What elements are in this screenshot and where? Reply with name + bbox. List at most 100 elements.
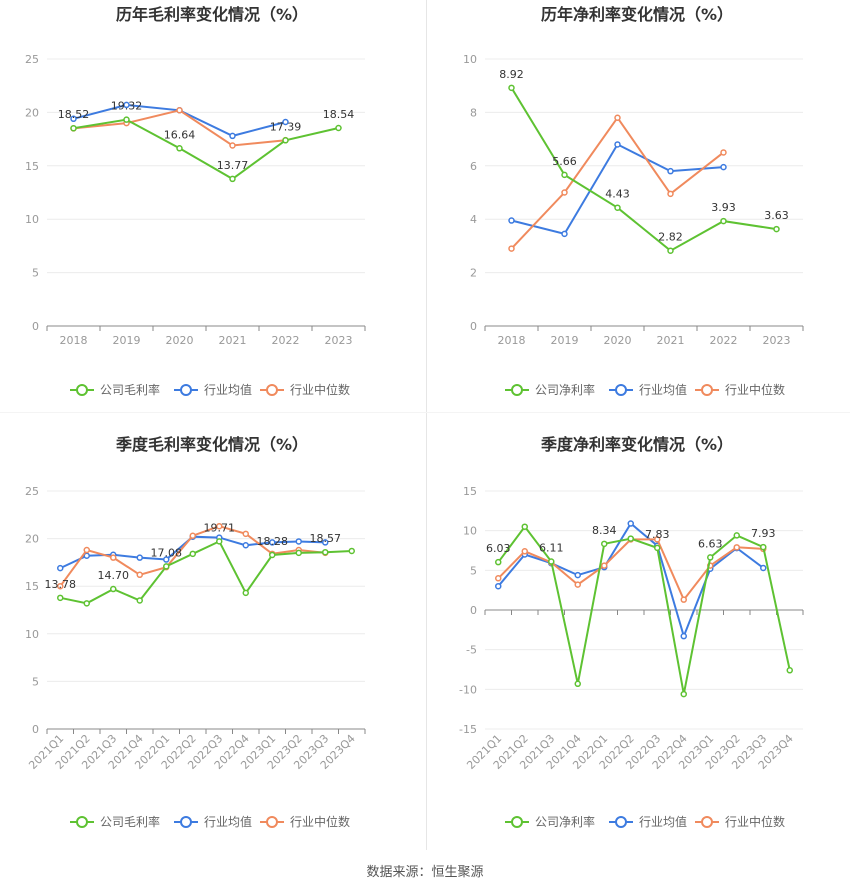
y-tick-label: -5 [466, 644, 477, 657]
y-tick-label: 0 [470, 604, 477, 617]
series-point [574, 581, 581, 588]
legend-marker-icon [701, 816, 713, 828]
data-label: 4.43 [605, 188, 630, 201]
series-point [322, 548, 329, 556]
series-point [110, 554, 117, 561]
legend-label: 行业中位数 [290, 814, 350, 829]
chart-panel-quarterly-gross: 季度毛利率变化情况（%） 0 5 10 15 20 25 2021Q1 2021Q2 2021Q3… [0, 430, 425, 860]
y-tick-label: 5 [470, 564, 477, 577]
data-label: 18.54 [323, 108, 355, 121]
horizontal-divider [0, 412, 850, 413]
series-point [242, 530, 249, 538]
series-point [733, 544, 740, 551]
legend-label: 公司毛利率 [100, 814, 160, 829]
x-tick-label: 2023 [763, 334, 791, 347]
y-tick-label: 15 [25, 160, 39, 173]
y-tick-label: 2 [470, 267, 477, 280]
series-point [627, 520, 634, 527]
series-point [269, 539, 276, 546]
series-point [707, 554, 714, 561]
series-point [654, 544, 661, 552]
data-label: 3.93 [711, 201, 736, 214]
data-label: 18.57 [310, 532, 342, 545]
series-point [561, 171, 568, 179]
series-point [136, 571, 143, 579]
series-point [295, 538, 302, 545]
x-tick-label: 2018 [60, 334, 88, 347]
series-point [216, 522, 223, 530]
legend-marker-icon [701, 384, 713, 396]
series-point [786, 667, 793, 674]
data-label: 6.03 [486, 542, 511, 555]
y-tick-label: 10 [25, 628, 39, 641]
series-point [189, 532, 196, 539]
series-point [627, 535, 634, 542]
chart-panel-annual-gross: 历年毛利率变化情况（%） 0 5 10 15 20 25 2018 2019 2020 2021 20… [0, 0, 425, 430]
series-point [521, 523, 528, 530]
y-tick-label: -10 [459, 683, 477, 696]
series-point [282, 118, 289, 126]
data-label: 3.63 [764, 209, 789, 222]
series-point [57, 582, 64, 590]
y-tick-label: 5 [32, 267, 39, 280]
series-point [123, 116, 130, 123]
legend-marker-icon [180, 384, 192, 396]
y-tick-label: 6 [470, 160, 477, 173]
chart-title: 季度毛利率变化情况（%） [115, 435, 308, 454]
series-point [680, 690, 687, 698]
legend-label: 公司净利率 [535, 814, 595, 829]
series-point [521, 548, 528, 555]
legend-marker-icon [615, 384, 627, 396]
series-point [508, 245, 515, 252]
series-point [495, 582, 502, 590]
series-point [760, 564, 767, 572]
legend-label: 公司毛利率 [100, 382, 160, 397]
legend-marker-icon [511, 384, 523, 396]
data-label: 6.11 [539, 542, 564, 555]
series-point [601, 540, 608, 548]
x-tick-label: 2022 [710, 334, 738, 347]
legend-marker-icon [180, 816, 192, 828]
series-point [83, 546, 90, 554]
data-label: 7.83 [645, 528, 670, 541]
y-tick-label: 8 [470, 106, 477, 119]
series-point [574, 571, 581, 579]
series-point [216, 538, 223, 545]
data-label: 8.34 [592, 524, 617, 537]
series-point [269, 551, 276, 559]
series-point [348, 547, 355, 555]
y-tick-label: 5 [32, 675, 39, 688]
legend-marker-icon [76, 384, 88, 396]
chart-annual-gross: 历年毛利率变化情况（%） 0 5 10 15 20 25 2018 2019 2020 2021 20… [25, 5, 366, 397]
series-point [57, 564, 64, 572]
series-point [614, 114, 621, 121]
data-label: 19.71 [204, 521, 236, 534]
series-point [176, 107, 183, 114]
legend-marker-icon [76, 816, 88, 828]
legend-label: 行业均值 [204, 814, 252, 829]
series-point [110, 585, 117, 593]
series-point [654, 536, 661, 543]
series-point [229, 132, 236, 140]
series-point [667, 167, 674, 175]
data-label: 16.64 [164, 128, 196, 141]
x-tick-label: 2019 [551, 334, 579, 347]
x-tick-label: 2019 [113, 334, 141, 347]
y-tick-label: 20 [25, 106, 39, 119]
chart-panel-quarterly-net: 季度净利率变化情况（%） -15 -10 -5 0 5 10 15 2021Q1 2021Q2 20… [425, 430, 850, 860]
series-point [680, 596, 687, 603]
data-label: 13.78 [45, 578, 77, 591]
legend-label: 行业均值 [639, 814, 687, 829]
x-tick-label: 2021 [219, 334, 247, 347]
y-tick-label: 10 [25, 213, 39, 226]
series-point [136, 597, 143, 604]
series-point [720, 163, 727, 171]
series-point [229, 175, 236, 183]
series-point [495, 575, 502, 582]
series-point [667, 247, 674, 254]
series-line [497, 525, 791, 695]
data-label: 18.52 [58, 108, 90, 121]
x-tick-label: 2020 [604, 334, 632, 347]
data-label: 8.92 [499, 68, 524, 81]
y-tick-label: 20 [25, 533, 39, 546]
